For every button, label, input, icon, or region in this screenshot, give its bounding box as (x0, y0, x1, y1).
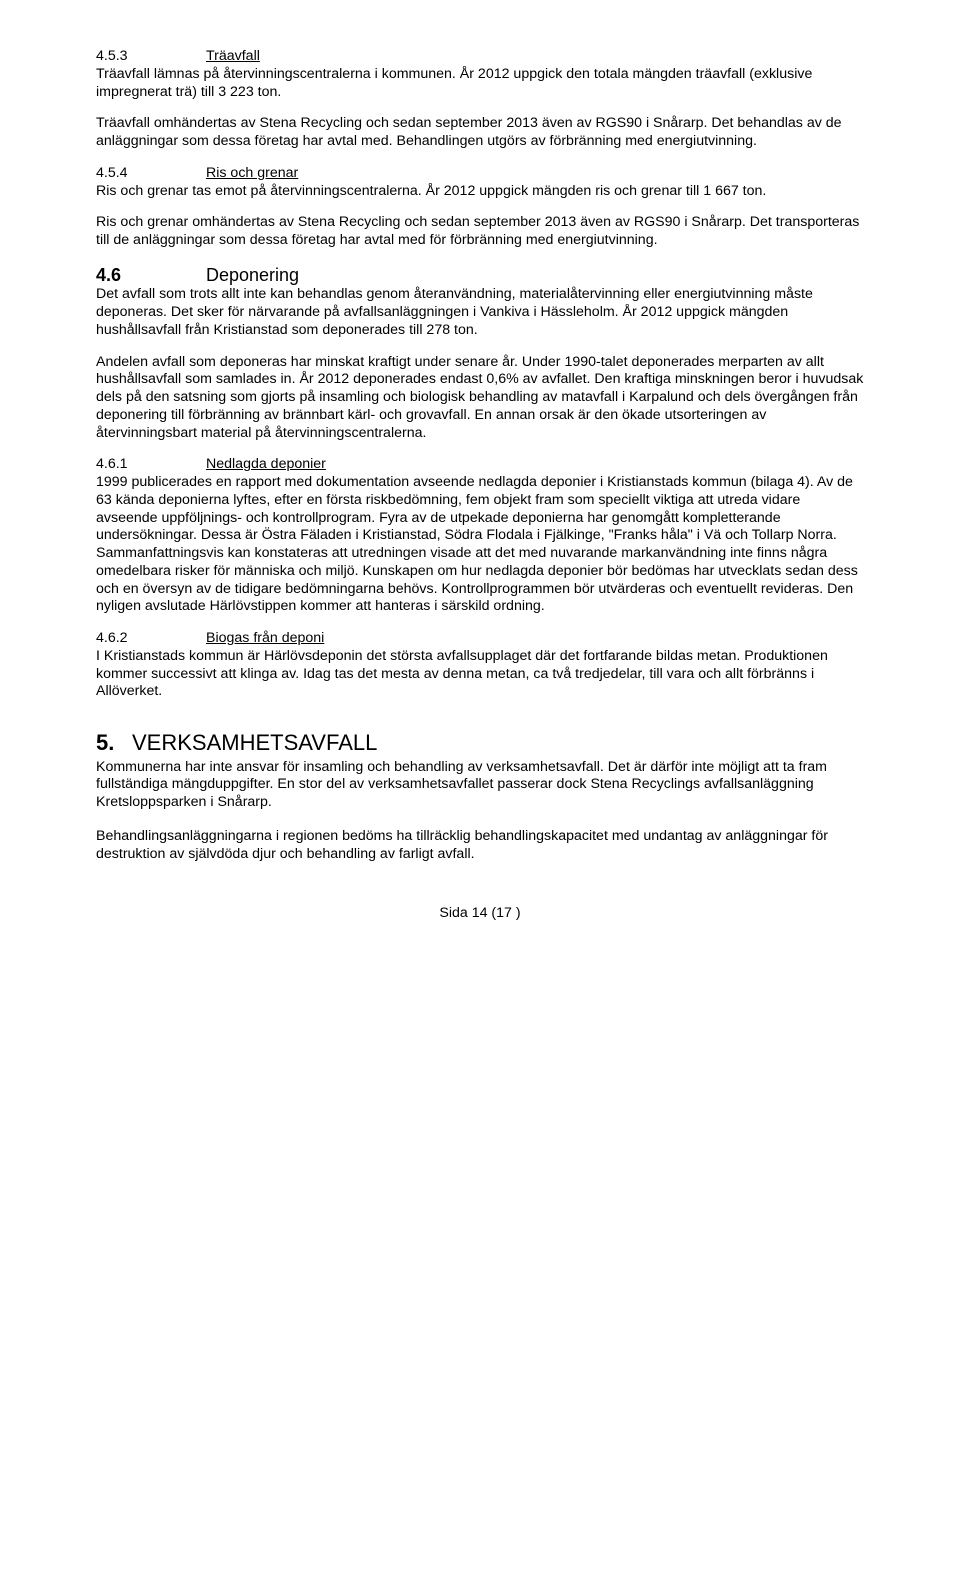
paragraph: Träavfall lämnas på återvinningscentrale… (96, 66, 864, 102)
section-title: Deponering (206, 264, 299, 287)
paragraph: Ris och grenar tas emot på återvinningsc… (96, 183, 864, 201)
section-title: Biogas från deponi (206, 630, 324, 648)
paragraph: Ris och grenar omhändertas av Stena Recy… (96, 214, 864, 250)
section-number: 4.5.3 (96, 48, 206, 66)
paragraph: I Kristianstads kommun är Härlövsdeponin… (96, 648, 864, 701)
heading-4-5-4: 4.5.4 Ris och grenar (96, 165, 864, 183)
section-title: VERKSAMHETSAVFALL (132, 729, 377, 757)
heading-4-6-2: 4.6.2 Biogas från deponi (96, 630, 864, 648)
paragraph: Behandlingsanläggningarna i regionen bed… (96, 828, 864, 864)
heading-4-6-1: 4.6.1 Nedlagda deponier (96, 456, 864, 474)
paragraph: Det avfall som trots allt inte kan behan… (96, 286, 864, 339)
heading-4-6: 4.6 Deponering (96, 264, 864, 287)
section-title: Ris och grenar (206, 165, 298, 183)
paragraph: 1999 publicerades en rapport med dokumen… (96, 474, 864, 616)
heading-4-5-3: 4.5.3 Träavfall (96, 48, 864, 66)
section-number: 4.6 (96, 264, 206, 287)
paragraph: Träavfall omhändertas av Stena Recycling… (96, 115, 864, 151)
paragraph: Andelen avfall som deponeras har minskat… (96, 354, 864, 443)
section-number: 4.6.1 (96, 456, 206, 474)
heading-5: 5. VERKSAMHETSAVFALL (96, 729, 864, 757)
document-page: 4.5.3 Träavfall Träavfall lämnas på åter… (0, 0, 960, 971)
section-title: Nedlagda deponier (206, 456, 326, 474)
section-number: 4.6.2 (96, 630, 206, 648)
section-number: 5. (96, 729, 132, 757)
page-footer: Sida 14 (17 ) (96, 905, 864, 923)
section-number: 4.5.4 (96, 165, 206, 183)
paragraph: Kommunerna har inte ansvar för insamling… (96, 759, 864, 812)
section-title: Träavfall (206, 48, 260, 66)
